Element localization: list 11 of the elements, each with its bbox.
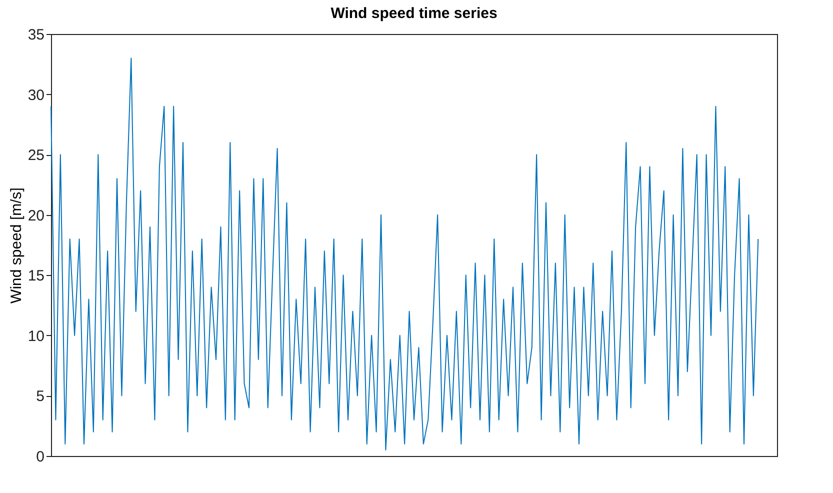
- y-tick-label: 15: [28, 268, 44, 285]
- line-series: [50, 58, 759, 450]
- y-tick-label: 10: [28, 328, 44, 345]
- chart-title: Wind speed time series: [330, 5, 498, 22]
- y-tick-label: 5: [36, 388, 44, 406]
- y-tick-label: 0: [36, 448, 44, 466]
- y-tick-label: 30: [28, 86, 44, 104]
- y-axis-title: Wind speed [m/s]: [8, 188, 25, 304]
- y-tick-label: 20: [28, 207, 44, 224]
- y-tick-label: 25: [28, 147, 44, 164]
- y-tick-label: 35: [28, 26, 44, 44]
